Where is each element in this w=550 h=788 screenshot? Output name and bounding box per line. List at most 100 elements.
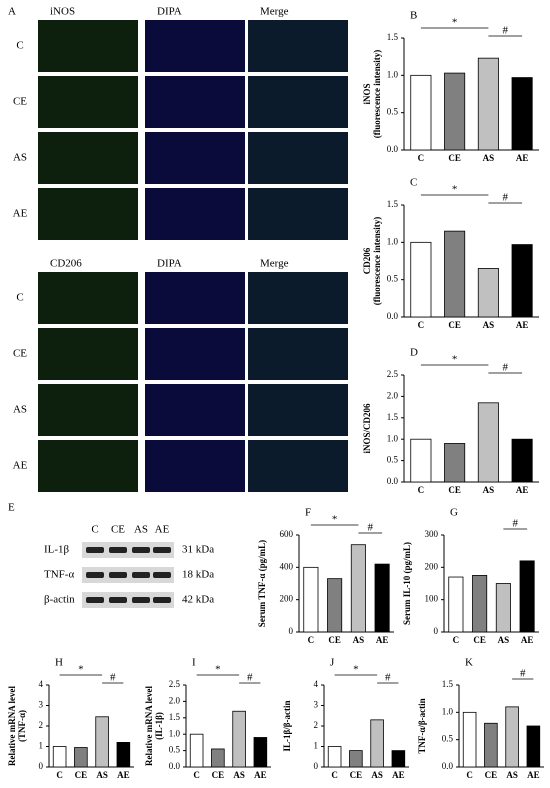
row-label: AE	[13, 460, 28, 472]
bar	[410, 74, 432, 151]
blot-band	[109, 597, 127, 603]
lane-label: AE	[155, 524, 170, 536]
x-tick-label: AS	[483, 153, 495, 163]
x-tick-label: CE	[212, 770, 225, 780]
blot-band	[153, 547, 171, 553]
column-header: Merge	[260, 258, 289, 270]
y-axis-label: (fluorescence intensity)	[372, 217, 382, 306]
y-tick-label: 0.5	[387, 274, 399, 284]
y-axis-label: (fluorescence intensity)	[372, 50, 382, 139]
significance-mark: #	[503, 25, 509, 37]
y-axis-label: Relative mRNA level	[7, 686, 17, 766]
band-size: 18 kDa	[182, 569, 214, 581]
blot-band	[109, 547, 127, 553]
panel-label: B	[410, 10, 417, 22]
bar	[484, 722, 498, 768]
bar	[511, 77, 533, 151]
blot-strip	[82, 567, 174, 583]
blot-band	[86, 547, 104, 553]
y-tick-label: 0.0	[387, 311, 399, 321]
bar	[477, 402, 499, 483]
significance-mark: #	[520, 668, 526, 680]
y-tick-label: 1.0	[387, 236, 399, 246]
micrograph	[248, 328, 348, 380]
y-tick-label: 0.0	[169, 761, 181, 771]
significance-mark: *	[332, 514, 338, 526]
micrograph	[248, 76, 348, 128]
bar	[189, 733, 204, 768]
micrograph	[38, 272, 138, 324]
row-label: AS	[13, 404, 27, 416]
y-tick-label: 0.5	[169, 745, 181, 755]
lane-label: AS	[134, 524, 148, 536]
x-tick-label: AS	[233, 770, 245, 780]
x-tick-label: AE	[521, 635, 534, 645]
blot-band	[109, 572, 127, 578]
panel-label: K	[465, 657, 473, 669]
significance-mark: #	[513, 518, 519, 530]
band-name: IL-1β	[44, 544, 70, 556]
x-tick-label: CE	[448, 485, 461, 495]
y-axis-label: Relative mRNA level	[144, 686, 154, 766]
panel-label: H	[55, 657, 63, 669]
x-tick-label: AE	[527, 770, 540, 780]
y-tick-label: 2.5	[387, 369, 399, 379]
row-label: C	[16, 40, 23, 52]
bar	[391, 750, 406, 768]
micrograph	[145, 384, 245, 436]
significance-mark: *	[78, 664, 84, 676]
micrograph	[248, 440, 348, 492]
bar	[444, 443, 466, 483]
bar	[370, 719, 384, 768]
micrograph	[38, 384, 138, 436]
y-axis-label: iNOS	[362, 83, 372, 104]
bar	[327, 578, 343, 633]
y-axis-label: iNOS/CD206	[362, 403, 372, 454]
row-label: C	[16, 292, 23, 304]
micrograph	[145, 76, 245, 128]
x-tick-label: C	[418, 320, 425, 330]
bar	[116, 742, 131, 768]
bar	[472, 575, 488, 633]
y-tick-label: 2.0	[169, 695, 181, 705]
y-tick-label: 200	[280, 594, 294, 604]
x-tick-label: CE	[448, 153, 461, 163]
column-header: iNOS	[50, 6, 75, 18]
significance-mark: #	[247, 672, 253, 684]
y-axis-label: IL-1β/β-actin	[282, 701, 292, 752]
bar	[410, 241, 432, 318]
y-tick-label: 1.0	[387, 433, 399, 443]
significance-mark: #	[368, 522, 374, 534]
bar	[519, 560, 535, 633]
bar	[444, 72, 466, 151]
x-tick-label: CE	[350, 770, 363, 780]
y-tick-label: 600	[280, 529, 294, 539]
y-tick-label: 4	[314, 679, 319, 689]
bar	[349, 750, 363, 768]
blot-band	[153, 572, 171, 578]
x-tick-label: AS	[483, 320, 495, 330]
significance-mark: #	[503, 362, 509, 374]
column-header: CD206	[50, 258, 82, 270]
micrograph	[145, 440, 245, 492]
bar	[448, 576, 464, 633]
x-tick-label: AS	[371, 770, 383, 780]
x-tick-label: CE	[473, 635, 486, 645]
y-tick-label: 0.5	[387, 455, 399, 465]
significance-mark: *	[452, 17, 458, 29]
y-tick-label: 2	[39, 720, 44, 730]
y-tick-label: 100	[425, 594, 439, 604]
y-tick-label: 0	[289, 626, 294, 636]
bar	[232, 710, 246, 768]
micrograph	[145, 272, 245, 324]
y-tick-label: 1.5	[169, 712, 181, 722]
bar	[444, 230, 466, 318]
blot-band	[153, 597, 171, 603]
x-tick-label: C	[453, 635, 460, 645]
row-label: CE	[13, 96, 27, 108]
band-name: TNF-α	[44, 569, 74, 581]
x-tick-label: AE	[516, 485, 529, 495]
micrograph	[38, 440, 138, 492]
y-tick-label: 1.0	[442, 706, 454, 716]
panel-label: G	[450, 507, 458, 519]
